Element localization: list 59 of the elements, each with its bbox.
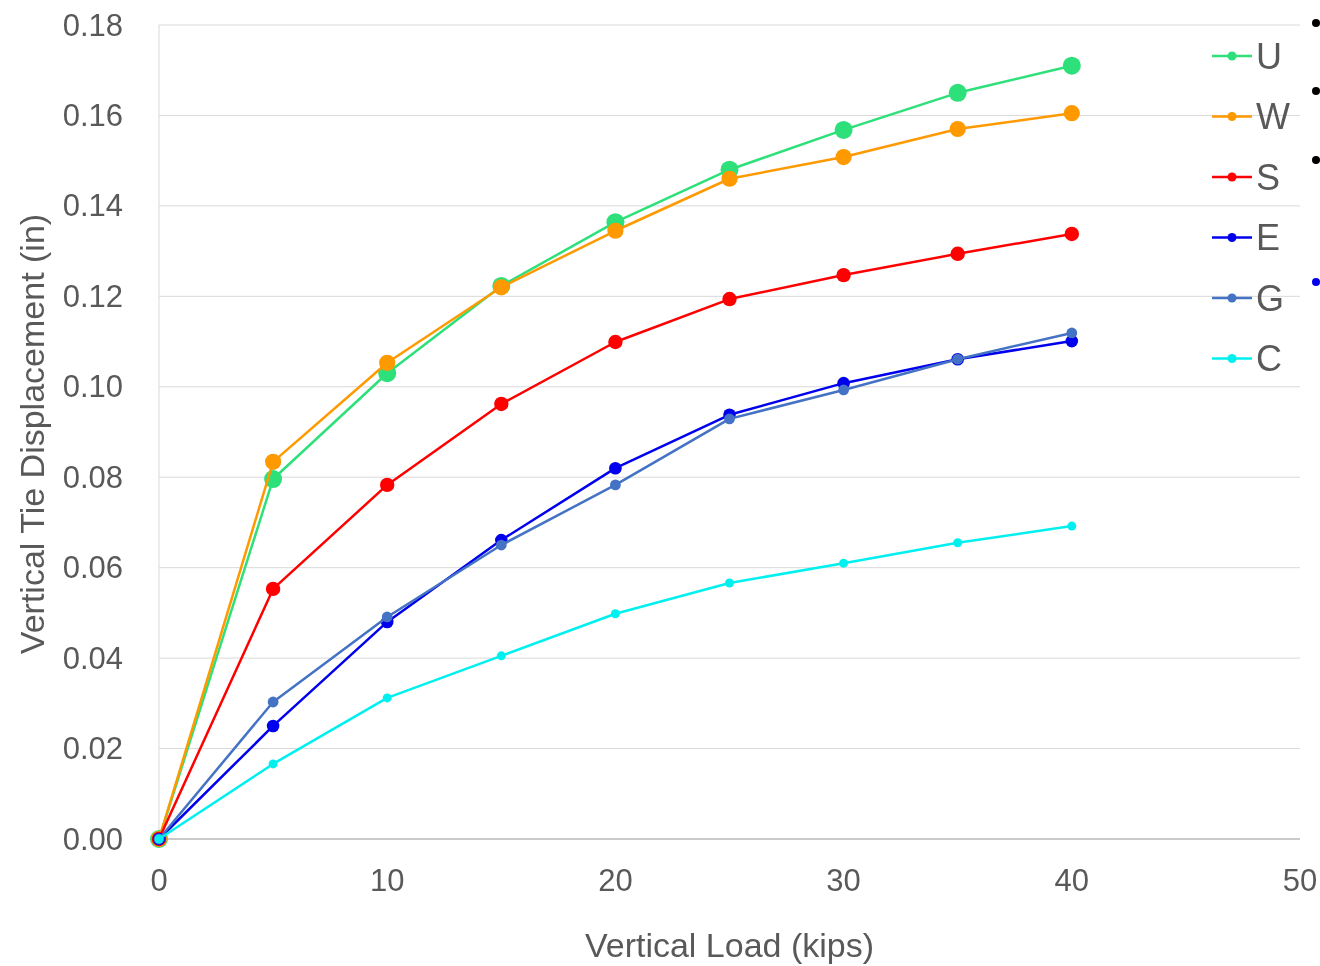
point <box>380 477 395 493</box>
x-tick-label: 30 <box>826 863 861 898</box>
y-tick-label: 0.14 <box>62 188 123 224</box>
point <box>838 384 849 396</box>
x-tick-label: 20 <box>598 863 633 898</box>
point <box>722 291 737 307</box>
y-tick-label: 0.16 <box>62 97 123 133</box>
y-tick-label: 0.02 <box>62 731 123 767</box>
y-tick-label: 0.10 <box>62 369 123 405</box>
x-tick-label: 50 <box>1282 863 1318 898</box>
x-tick-label: 0 <box>150 863 168 898</box>
point <box>835 148 852 166</box>
legend-label: U <box>1256 35 1282 77</box>
point <box>496 651 506 661</box>
point <box>949 120 966 138</box>
x-tick-label: 40 <box>1054 863 1090 898</box>
point <box>1063 105 1080 122</box>
point <box>607 222 624 239</box>
legend-label: G <box>1256 277 1285 319</box>
legend-label: C <box>1256 338 1282 379</box>
point <box>721 170 738 187</box>
point <box>725 578 734 588</box>
point <box>724 413 735 425</box>
point <box>1066 327 1078 339</box>
point <box>836 267 851 283</box>
point <box>1064 226 1079 242</box>
point <box>266 719 280 733</box>
legend-label: E <box>1256 217 1281 258</box>
y-tick-label: 0.00 <box>62 821 123 857</box>
point <box>494 396 509 412</box>
point <box>610 609 620 619</box>
y-tick-label: 0.04 <box>62 640 123 676</box>
y-tick-label: 0.08 <box>62 459 123 495</box>
point <box>381 611 393 623</box>
legend-label: W <box>1256 96 1290 137</box>
point <box>382 693 392 703</box>
point <box>834 120 853 139</box>
point <box>1062 56 1081 75</box>
point <box>268 759 278 769</box>
point <box>608 334 623 350</box>
point <box>267 696 279 708</box>
point <box>495 539 507 551</box>
point <box>950 246 965 262</box>
point <box>265 581 281 597</box>
point <box>948 83 967 102</box>
point <box>839 558 849 568</box>
point <box>265 453 282 470</box>
x-tick-label: 10 <box>369 863 405 898</box>
legend-label: S <box>1256 156 1281 198</box>
y-tick-label: 0.18 <box>62 7 123 43</box>
point <box>1067 521 1077 531</box>
y-axis-title: Vertical Tie Displacement (in) <box>13 213 51 655</box>
point <box>609 461 622 475</box>
point <box>379 354 396 371</box>
y-tick-label: 0.06 <box>62 550 123 586</box>
point <box>610 479 621 491</box>
x-axis-title: Vertical Load (kips) <box>584 926 875 964</box>
point <box>953 538 963 548</box>
y-tick-label: 0.12 <box>62 278 123 314</box>
